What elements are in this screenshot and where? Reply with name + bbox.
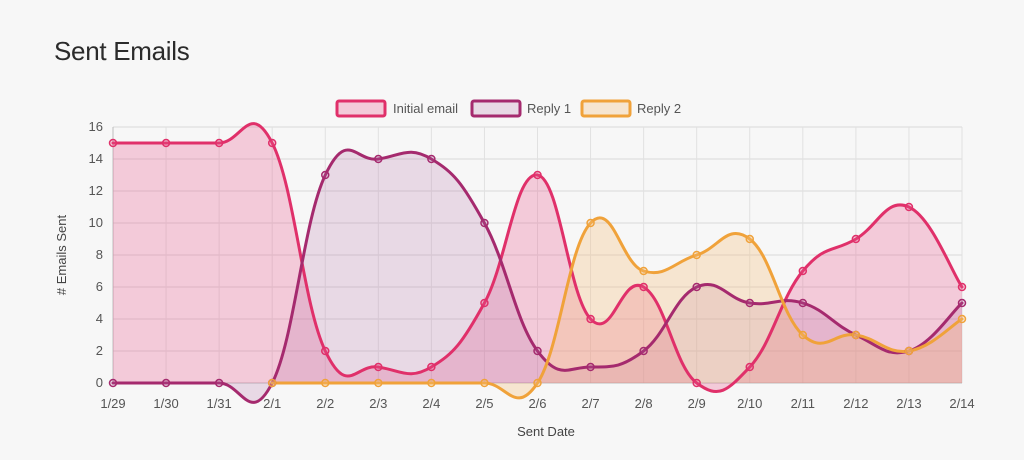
y-axis: 0 2 4 6 8 10 12 14 16 bbox=[89, 119, 103, 390]
initial-email-point[interactable] bbox=[108, 138, 118, 148]
y-tick-label: 16 bbox=[89, 119, 103, 134]
initial-email-point[interactable] bbox=[586, 314, 595, 324]
initial-email-point[interactable] bbox=[321, 346, 330, 356]
x-tick-label: 2/11 bbox=[791, 396, 815, 411]
reply-1-point[interactable] bbox=[798, 298, 808, 308]
legend-item-reply-2[interactable]: Reply 2 bbox=[580, 99, 681, 118]
reply-1-point[interactable] bbox=[480, 218, 489, 228]
legend-label: Reply 1 bbox=[527, 101, 571, 116]
page-title: Sent Emails bbox=[54, 36, 190, 66]
initial-email-point[interactable] bbox=[267, 138, 277, 148]
reply-1-area bbox=[113, 150, 962, 403]
legend-swatch bbox=[335, 99, 387, 118]
reply-1-point[interactable] bbox=[639, 346, 648, 356]
legend-item-initial-email[interactable]: Initial email bbox=[335, 99, 458, 118]
x-tick-label: 1/29 bbox=[100, 396, 125, 411]
y-tick-label: 8 bbox=[96, 247, 103, 262]
initial-email-point[interactable] bbox=[851, 234, 861, 244]
reply-2-point[interactable] bbox=[586, 218, 595, 228]
x-tick-label: 2/10 bbox=[737, 396, 762, 411]
y-tick-label: 10 bbox=[89, 215, 103, 230]
y-tick-label: 2 bbox=[96, 343, 103, 358]
reply-1-line bbox=[111, 148, 964, 404]
reply-2-point[interactable] bbox=[798, 330, 808, 340]
reply-2-point[interactable] bbox=[427, 378, 436, 388]
reply-2-point[interactable] bbox=[480, 378, 489, 388]
initial-email-point[interactable] bbox=[692, 378, 701, 388]
series-points bbox=[108, 138, 967, 388]
reply-1-point[interactable] bbox=[745, 298, 754, 308]
reply-2-point[interactable] bbox=[692, 250, 701, 260]
reply-2-point[interactable] bbox=[533, 378, 542, 388]
reply-2-point[interactable] bbox=[904, 346, 914, 356]
legend-item-reply-1[interactable]: Reply 1 bbox=[470, 99, 571, 118]
x-tick-label: 1/30 bbox=[153, 396, 178, 411]
y-tick-label: 6 bbox=[96, 279, 103, 294]
reply-1-point[interactable] bbox=[533, 346, 542, 356]
initial-email-point[interactable] bbox=[374, 362, 383, 372]
x-tick-label: 2/4 bbox=[422, 396, 440, 411]
x-tick-label: 2/14 bbox=[949, 396, 974, 411]
reply-1-point[interactable] bbox=[427, 154, 436, 164]
legend-swatch bbox=[580, 99, 632, 118]
reply-2-point[interactable] bbox=[745, 234, 754, 244]
x-tick-label: 2/6 bbox=[528, 396, 546, 411]
reply-2-point[interactable] bbox=[374, 378, 383, 388]
y-tick-label: 12 bbox=[89, 183, 103, 198]
reply-1-point[interactable] bbox=[108, 378, 118, 388]
reply-1-point[interactable] bbox=[374, 154, 383, 164]
x-tick-label: 1/31 bbox=[206, 396, 231, 411]
initial-email-point[interactable] bbox=[214, 138, 224, 148]
x-tick-label: 2/1 bbox=[263, 396, 281, 411]
initial-email-point[interactable] bbox=[533, 170, 542, 180]
reply-2-point[interactable] bbox=[957, 314, 967, 324]
reply-2-point[interactable] bbox=[321, 378, 330, 388]
legend-swatch bbox=[470, 99, 522, 118]
reply-1-point[interactable] bbox=[957, 298, 967, 308]
y-tick-label: 0 bbox=[96, 375, 103, 390]
initial-email-area bbox=[113, 123, 962, 392]
x-tick-label: 2/8 bbox=[635, 396, 653, 411]
y-tick-label: 4 bbox=[96, 311, 103, 326]
reply-2-line bbox=[270, 216, 964, 400]
y-axis-title: # Emails Sent bbox=[54, 215, 69, 296]
x-tick-label: 2/12 bbox=[843, 396, 868, 411]
reply-1-point[interactable] bbox=[161, 378, 171, 388]
reply-2-point[interactable] bbox=[639, 266, 648, 276]
initial-email-point[interactable] bbox=[798, 266, 808, 276]
x-tick-label: 2/3 bbox=[369, 396, 387, 411]
reply-1-point[interactable] bbox=[214, 378, 224, 388]
legend-label: Initial email bbox=[393, 101, 458, 116]
x-tick-label: 2/9 bbox=[688, 396, 706, 411]
initial-email-point[interactable] bbox=[427, 362, 436, 372]
x-tick-label: 2/7 bbox=[582, 396, 600, 411]
initial-email-point[interactable] bbox=[904, 202, 914, 212]
x-axis: 1/29 1/30 1/31 2/1 2/2 2/3 2/4 2/5 2/6 2/7 2/8 2/9 2… bbox=[100, 396, 974, 411]
initial-email-point[interactable] bbox=[161, 138, 171, 148]
reply-2-point[interactable] bbox=[267, 378, 277, 388]
initial-email-point[interactable] bbox=[745, 362, 754, 372]
x-tick-label: 2/2 bbox=[316, 396, 334, 411]
grid bbox=[112, 126, 963, 384]
reply-1-point[interactable] bbox=[692, 282, 701, 292]
y-tick-label: 14 bbox=[89, 151, 103, 166]
initial-email-point[interactable] bbox=[480, 298, 489, 308]
legend-label: Reply 2 bbox=[637, 101, 681, 116]
reply-2-point[interactable] bbox=[851, 330, 861, 340]
x-tick-label: 2/13 bbox=[896, 396, 921, 411]
x-axis-title: Sent Date bbox=[517, 424, 575, 439]
legend[interactable]: Initial email Reply 1 Reply 2 bbox=[335, 99, 681, 118]
initial-email-point[interactable] bbox=[639, 282, 648, 292]
x-tick-label: 2/5 bbox=[475, 396, 493, 411]
reply-1-point[interactable] bbox=[321, 170, 330, 180]
initial-email-point[interactable] bbox=[957, 282, 967, 292]
reply-1-point[interactable] bbox=[586, 362, 595, 372]
